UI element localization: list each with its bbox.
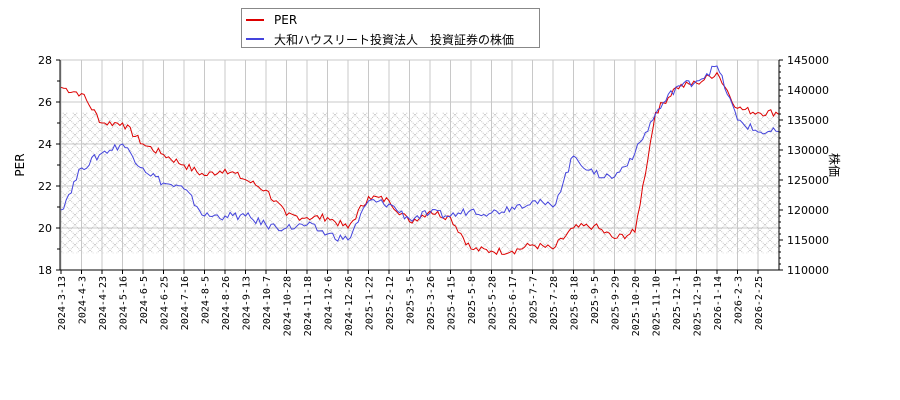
legend-item-price: 大和ハウスリート投資法人 投資証券の株価 (242, 30, 514, 48)
x-tick-label: 2024-8-5 (201, 276, 212, 324)
x-tick-label: 2024-3-13 (57, 276, 68, 330)
x-axis: 2024-3-13 2024-4-3 2024-4-23 2024-5-16 2024-… (57, 270, 765, 336)
right-axis-title: 株価 (827, 153, 842, 177)
x-tick-label: 2026-2-25 (754, 276, 765, 330)
legend: PER 大和ハウスリート投資法人 投資証券の株価 (241, 8, 540, 48)
x-tick-label: 2025-7-7 (529, 276, 540, 324)
x-tick-label: 2024-4-23 (98, 276, 109, 330)
data-lines (60, 65, 779, 256)
legend-item-per: PER (242, 11, 297, 29)
x-tick-label: 2024-4-3 (78, 276, 89, 324)
price-line-swatch-icon (246, 38, 264, 40)
x-tick-label: 2024-12-26 (344, 276, 355, 336)
right-tick-label: 110000 (787, 264, 829, 277)
x-tick-label: 2025-6-17 (508, 276, 519, 330)
x-tick-label: 2026-1-14 (713, 276, 724, 330)
x-tick-label: 2025-11-10 (652, 276, 663, 336)
x-tick-label: 2025-3-26 (426, 276, 437, 330)
right-tick-label: 145000 (787, 54, 829, 67)
shaded-band (60, 112, 779, 254)
left-tick-label: 28 (38, 54, 52, 67)
x-tick-label: 2025-5-8 (467, 276, 478, 324)
right-tick-label: 130000 (787, 144, 829, 157)
x-tick-label: 2024-12-6 (324, 276, 335, 330)
x-tick-label: 2024-10-28 (283, 276, 294, 336)
x-tick-label: 2025-3-5 (406, 276, 417, 324)
x-tick-label: 2025-7-28 (549, 276, 560, 330)
x-tick-label: 2024-10-7 (262, 276, 273, 330)
legend-label-price: 大和ハウスリート投資法人 投資証券の株価 (274, 32, 515, 47)
left-tick-label: 20 (38, 222, 52, 235)
x-tick-label: 2025-1-22 (365, 276, 376, 330)
x-tick-label: 2024-9-13 (242, 276, 253, 330)
x-tick-label: 2025-2-12 (385, 276, 396, 330)
x-tick-label: 2024-11-18 (303, 276, 314, 336)
x-tick-label: 2025-5-28 (488, 276, 499, 330)
x-tick-label: 2024-6-25 (160, 276, 171, 330)
left-tick-label: 22 (38, 180, 52, 193)
per-line-swatch-icon (246, 19, 264, 21)
x-tick-label: 2025-12-19 (693, 276, 704, 336)
x-tick-label: 2024-5-16 (119, 276, 130, 330)
x-tick-label: 2024-7-16 (180, 276, 191, 330)
right-tick-label: 125000 (787, 174, 829, 187)
left-tick-label: 18 (38, 264, 52, 277)
x-tick-label: 2024-8-26 (221, 276, 232, 330)
x-tick-label: 2025-4-15 (447, 276, 458, 330)
x-tick-label: 2024-6-5 (139, 276, 150, 324)
right-tick-label: 135000 (787, 114, 829, 127)
left-axis-title: PER (13, 153, 27, 176)
x-tick-label: 2025-9-29 (611, 276, 622, 330)
right-tick-label: 140000 (787, 84, 829, 97)
left-tick-label: 24 (38, 138, 52, 151)
right-tick-label: 120000 (787, 204, 829, 217)
right-tick-label: 115000 (787, 234, 829, 247)
x-tick-label: 2025-9-5 (590, 276, 601, 324)
x-tick-label: 2025-12-1 (672, 276, 683, 330)
left-axis: 18 20 22 24 26 28 (38, 54, 60, 277)
x-tick-label: 2025-10-20 (631, 276, 642, 336)
left-tick-label: 26 (38, 96, 52, 109)
legend-label-per: PER (274, 13, 298, 27)
x-tick-label: 2025-8-18 (570, 276, 581, 330)
right-axis: 110000 115000 120000 125000 130000 135000 1400… (779, 54, 829, 277)
x-tick-label: 2026-2-3 (734, 276, 745, 324)
